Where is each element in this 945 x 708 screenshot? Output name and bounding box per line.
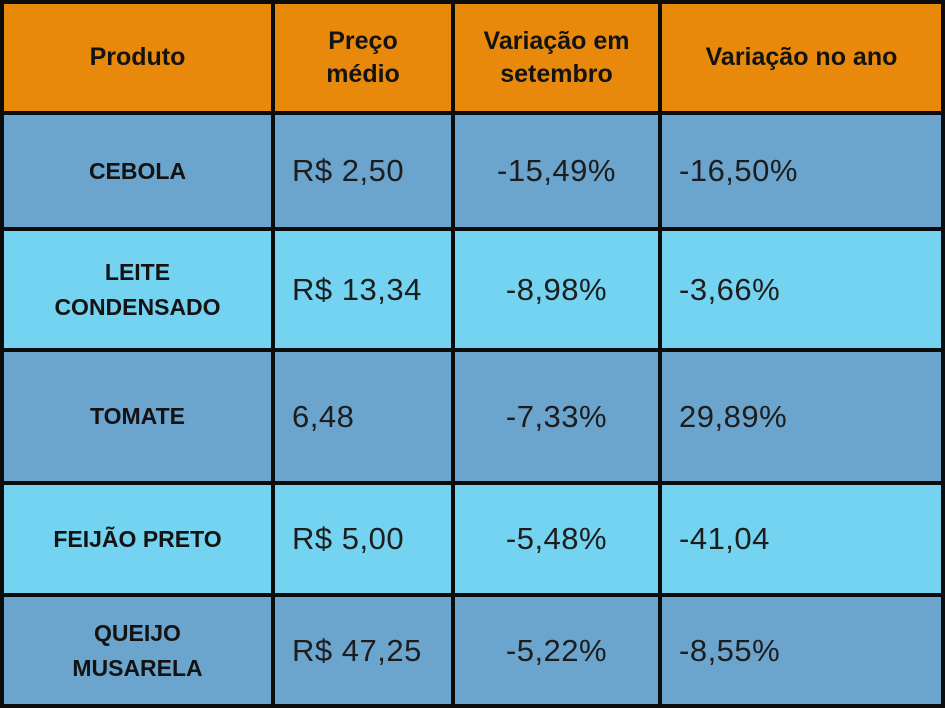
avg-price-cell: R$ 2,50 bbox=[275, 115, 451, 227]
column-header-variacao-ano: Variação no ano bbox=[662, 4, 941, 111]
column-header-preco-medio: Preço médio bbox=[275, 4, 451, 111]
column-header-produto: Produto bbox=[4, 4, 271, 111]
month-variation-cell: -15,49% bbox=[455, 115, 658, 227]
year-variation-cell: 29,89% bbox=[662, 352, 941, 481]
year-variation-cell: -3,66% bbox=[662, 231, 941, 348]
month-variation-cell: -7,33% bbox=[455, 352, 658, 481]
month-variation-cell: -5,48% bbox=[455, 485, 658, 593]
year-variation-cell: -41,04 bbox=[662, 485, 941, 593]
avg-price-cell: 6,48 bbox=[275, 352, 451, 481]
product-name-cell: QUEIJO MUSARELA bbox=[4, 597, 271, 704]
product-name-cell: FEIJÃO PRETO bbox=[4, 485, 271, 593]
year-variation-cell: -16,50% bbox=[662, 115, 941, 227]
month-variation-cell: -8,98% bbox=[455, 231, 658, 348]
product-name-cell: LEITE CONDENSADO bbox=[4, 231, 271, 348]
column-header-variacao-setembro: Variação em setembro bbox=[455, 4, 658, 111]
month-variation-cell: -5,22% bbox=[455, 597, 658, 704]
avg-price-cell: R$ 13,34 bbox=[275, 231, 451, 348]
year-variation-cell: -8,55% bbox=[662, 597, 941, 704]
product-name-cell: CEBOLA bbox=[4, 115, 271, 227]
product-name-cell: TOMATE bbox=[4, 352, 271, 481]
avg-price-cell: R$ 5,00 bbox=[275, 485, 451, 593]
avg-price-cell: R$ 47,25 bbox=[275, 597, 451, 704]
